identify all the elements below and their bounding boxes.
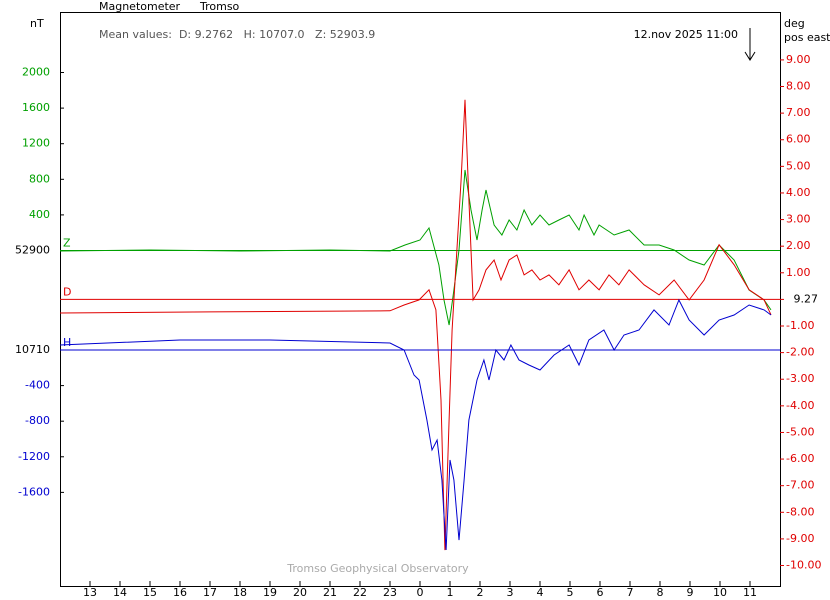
- x-tick-label: 16: [173, 586, 187, 599]
- y2-tick-label: -7.00: [786, 479, 814, 492]
- y2-tick-label: -1.00: [786, 319, 814, 332]
- x-tick-label: 13: [83, 586, 97, 599]
- x-tick-label: 22: [353, 586, 367, 599]
- x-tick-label: 7: [627, 586, 634, 599]
- x-tick-label: 1: [447, 586, 454, 599]
- series-line: [59, 298, 772, 551]
- y2-label-2: pos east: [784, 31, 830, 44]
- y-tick-label: 800: [29, 172, 50, 185]
- y2-tick-label: 6.00: [786, 133, 811, 146]
- y2-tick-label: -3.00: [786, 372, 814, 385]
- x-tick-label: 17: [203, 586, 217, 599]
- series-label: D: [63, 285, 71, 298]
- y2-tick-label: -4.00: [786, 399, 814, 412]
- series-label: H: [63, 336, 71, 349]
- y2-tick-label: 4.00: [786, 186, 811, 199]
- mean-values: Mean values: D: 9.2762 H: 10707.0 Z: 529…: [99, 28, 375, 41]
- y2-tick-label: -9.00: [786, 532, 814, 545]
- y-tick-label: 400: [29, 208, 50, 221]
- y-tick-label: -1200: [18, 450, 50, 463]
- timestamp: 12.nov 2025 11:00: [634, 28, 738, 41]
- y-tick-label: 1600: [22, 101, 50, 114]
- x-tick-label: 15: [143, 586, 157, 599]
- series-line: [59, 169, 772, 326]
- y2-tick-label: 1.00: [786, 266, 811, 279]
- y2-tick-label: 9.27: [794, 292, 819, 305]
- x-tick-label: 14: [113, 586, 127, 599]
- y2-tick-label: -10.00: [786, 559, 821, 572]
- x-tick-label: 6: [597, 586, 604, 599]
- x-tick-label: 4: [537, 586, 544, 599]
- y2-tick-label: -8.00: [786, 505, 814, 518]
- station: Tromso: [199, 0, 240, 13]
- y-tick-label: -1600: [18, 485, 50, 498]
- x-tick-label: 20: [293, 586, 307, 599]
- x-tick-label: 8: [657, 586, 664, 599]
- y-tick-label: 2000: [22, 66, 50, 79]
- x-tick-label: 21: [323, 586, 337, 599]
- y-tick-label: 1200: [22, 137, 50, 150]
- footer: Tromso Geophysical Observatory: [286, 562, 469, 575]
- series-line: [59, 99, 772, 551]
- y2-tick-label: 2.00: [786, 239, 811, 252]
- y-tick-label: 10710: [15, 343, 50, 356]
- time-arrow-head: [744, 51, 756, 61]
- x-tick-label: 23: [383, 586, 397, 599]
- x-tick-label: 5: [567, 586, 574, 599]
- y2-label: deg: [784, 17, 805, 30]
- x-tick-label: 10: [713, 586, 727, 599]
- chart-title: Magnetometer: [99, 0, 181, 13]
- y2-tick-label: -2.00: [786, 346, 814, 359]
- x-tick-label: 9: [687, 586, 694, 599]
- x-tick-label: 3: [507, 586, 514, 599]
- y2-tick-label: 7.00: [786, 106, 811, 119]
- y2-tick-label: 8.00: [786, 80, 811, 93]
- y2-tick-label: -6.00: [786, 452, 814, 465]
- y2-tick-label: 9.00: [786, 53, 811, 66]
- series-label: Z: [63, 236, 71, 249]
- y2-tick-label: -5.00: [786, 425, 814, 438]
- y2-tick-label: 3.00: [786, 213, 811, 226]
- y-tick-label: -800: [25, 414, 50, 427]
- y2-tick-label: 5.00: [786, 159, 811, 172]
- x-tick-label: 18: [233, 586, 247, 599]
- x-tick-label: 11: [743, 586, 757, 599]
- y-tick-label: 52900: [15, 243, 50, 256]
- y-label: nT: [30, 17, 44, 30]
- y-tick-label: -400: [25, 379, 50, 392]
- x-tick-label: 19: [263, 586, 277, 599]
- x-tick-label: 0: [417, 586, 424, 599]
- x-tick-label: 2: [477, 586, 484, 599]
